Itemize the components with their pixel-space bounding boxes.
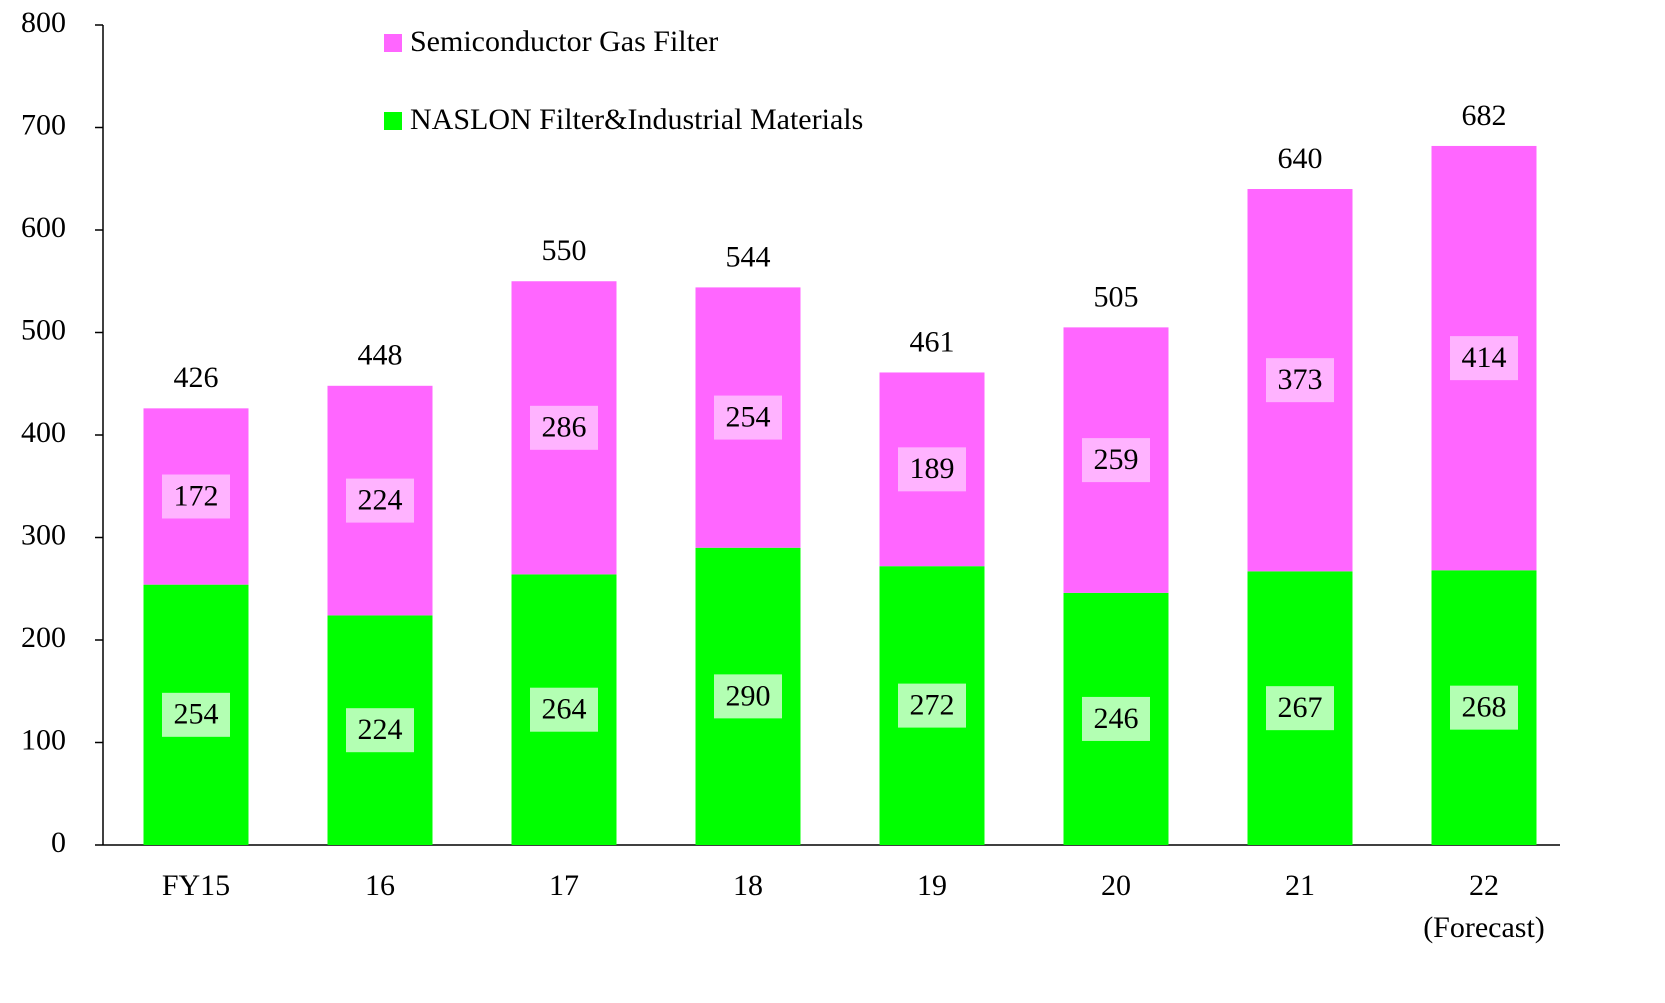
- total-label: 640: [1278, 142, 1323, 175]
- data-label: 246: [1094, 702, 1139, 735]
- data-label-bg: [1266, 358, 1334, 403]
- data-label-bg: [1082, 696, 1150, 741]
- data-label-bg: [898, 683, 966, 728]
- x-tick-label: 18: [733, 869, 763, 902]
- data-label: 373: [1278, 363, 1323, 396]
- data-label-bg: [530, 687, 598, 732]
- data-label: 272: [910, 688, 955, 721]
- total-label: 426: [174, 361, 219, 394]
- data-label-bg: [898, 447, 966, 492]
- total-label: 448: [358, 339, 403, 372]
- y-tick-label: 600: [21, 211, 66, 244]
- y-tick-label: 0: [51, 826, 66, 859]
- data-label: 172: [174, 479, 219, 512]
- x-tick-label: 16: [365, 869, 395, 902]
- data-label-bg: [1082, 438, 1150, 483]
- y-tick-label: 800: [21, 6, 66, 39]
- y-tick-label: 300: [21, 518, 66, 551]
- y-tick-label: 400: [21, 416, 66, 449]
- data-label-bg: [162, 474, 230, 519]
- data-label: 268: [1462, 691, 1507, 724]
- data-label-bg: [346, 708, 414, 753]
- category-note: (Forecast): [1423, 911, 1545, 944]
- data-label: 290: [726, 679, 771, 712]
- data-label-bg: [530, 405, 598, 450]
- y-tick-label: 700: [21, 108, 66, 141]
- total-label: 505: [1094, 280, 1139, 313]
- data-label-bg: [1450, 336, 1518, 381]
- total-label: 550: [542, 234, 587, 267]
- x-tick-label: 22: [1469, 869, 1499, 902]
- x-tick-label: FY15: [162, 869, 230, 902]
- data-label-bg: [714, 674, 782, 719]
- total-label: 461: [910, 325, 955, 358]
- data-label: 254: [726, 400, 771, 433]
- data-label: 286: [542, 411, 587, 444]
- x-tick-label: 19: [917, 869, 947, 902]
- data-label: 224: [358, 483, 403, 516]
- data-label-bg: [714, 395, 782, 440]
- legend-swatch: [384, 34, 402, 52]
- data-label-bg: [1450, 685, 1518, 730]
- y-tick-label: 500: [21, 313, 66, 346]
- legend-label: NASLON Filter&Industrial Materials: [410, 103, 863, 136]
- data-label-bg: [1266, 686, 1334, 731]
- data-label: 254: [174, 698, 219, 731]
- data-label-bg: [162, 692, 230, 737]
- data-label: 264: [542, 693, 587, 726]
- total-label: 682: [1462, 99, 1507, 132]
- x-tick-label: 20: [1101, 869, 1131, 902]
- data-label: 224: [358, 713, 403, 746]
- y-tick-label: 100: [21, 723, 66, 756]
- data-label-bg: [346, 478, 414, 523]
- data-label: 267: [1278, 691, 1323, 724]
- legend-swatch: [384, 112, 402, 130]
- total-label: 544: [726, 240, 771, 273]
- data-label: 189: [910, 452, 955, 485]
- legend-label: Semiconductor Gas Filter: [410, 25, 718, 58]
- y-tick-label: 200: [21, 621, 66, 654]
- data-label: 414: [1462, 341, 1507, 374]
- x-tick-label: 17: [549, 869, 579, 902]
- x-tick-label: 21: [1285, 869, 1315, 902]
- data-label: 259: [1094, 443, 1139, 476]
